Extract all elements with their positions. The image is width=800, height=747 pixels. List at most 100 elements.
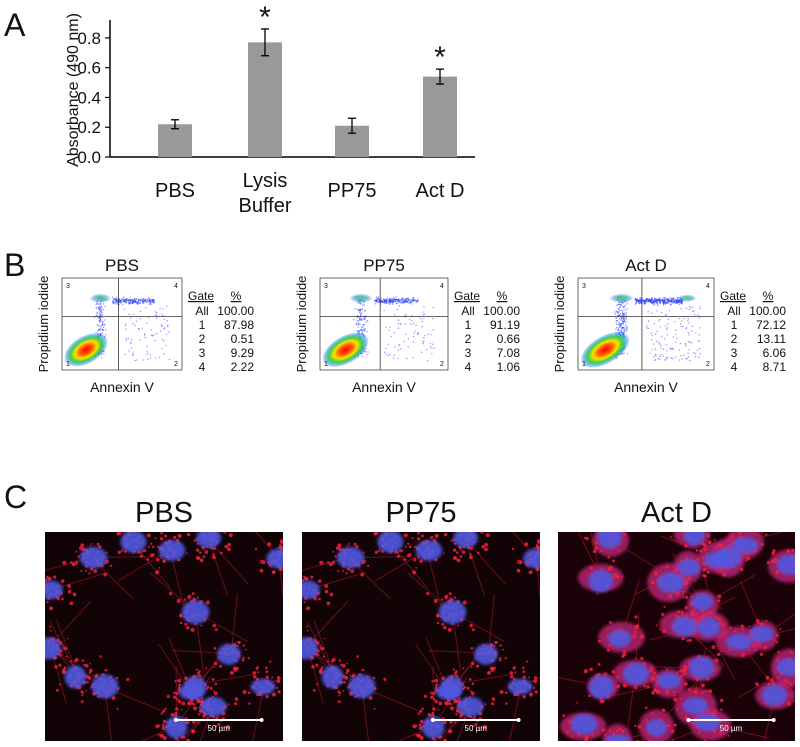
event <box>392 297 395 299</box>
event <box>654 303 656 305</box>
event <box>124 325 127 327</box>
mitochondria <box>492 666 496 670</box>
table-cell: 1 <box>465 318 472 332</box>
event <box>366 330 368 333</box>
event <box>617 327 620 329</box>
event <box>397 301 400 304</box>
event <box>654 333 657 335</box>
mitochondria <box>433 598 438 603</box>
mitochondria <box>195 548 200 552</box>
mitochondria <box>45 654 46 658</box>
mitochondria <box>528 692 534 697</box>
event <box>105 328 107 331</box>
event <box>132 302 134 304</box>
event <box>139 339 141 341</box>
event <box>615 328 617 331</box>
event <box>622 306 624 308</box>
event <box>130 338 133 341</box>
event <box>120 302 123 304</box>
event <box>132 299 134 302</box>
event <box>364 309 367 312</box>
event <box>698 317 701 319</box>
mitochondria <box>484 703 487 706</box>
filament <box>521 677 540 686</box>
mitochondria <box>312 688 316 692</box>
mitochondria <box>227 703 230 706</box>
bar <box>423 76 457 157</box>
event <box>647 311 649 313</box>
event <box>666 350 668 352</box>
event <box>374 299 376 302</box>
event <box>147 317 150 319</box>
event <box>165 333 168 336</box>
mitochondria <box>342 689 345 692</box>
mitochondria <box>49 629 52 632</box>
event <box>678 359 681 361</box>
mitochondria <box>186 625 190 630</box>
event <box>146 353 148 355</box>
event <box>618 303 620 306</box>
event <box>95 315 97 317</box>
event <box>654 298 656 301</box>
event <box>659 326 662 328</box>
event <box>357 308 359 310</box>
event <box>423 336 425 339</box>
mitochondria <box>39 586 42 589</box>
density-plot <box>64 293 171 367</box>
mitochondria <box>75 560 79 564</box>
mitochondria <box>502 648 505 651</box>
filament <box>610 539 663 572</box>
mitochondria <box>186 532 191 537</box>
quadrant-label: 3 <box>324 283 328 290</box>
mitochondria <box>469 623 473 628</box>
event <box>142 300 144 302</box>
event <box>646 324 648 327</box>
mitochondria <box>254 547 258 551</box>
event <box>388 329 390 331</box>
event <box>659 299 661 301</box>
event <box>615 323 618 325</box>
mitochondria <box>36 642 39 645</box>
event <box>623 352 625 354</box>
nucleus <box>440 675 464 699</box>
event <box>125 299 128 302</box>
mitochondria <box>179 621 183 625</box>
mitochondria <box>212 623 216 628</box>
mitochondria <box>601 728 606 732</box>
mitochondria <box>659 569 662 573</box>
mitochondria <box>296 585 299 588</box>
mitochondria <box>291 627 294 630</box>
event <box>639 302 641 304</box>
mitochondria <box>174 679 177 683</box>
event <box>654 348 657 350</box>
mitochondria <box>620 741 624 745</box>
table-cell: 72.12 <box>756 318 786 332</box>
event <box>383 302 386 304</box>
quadrant-label: 2 <box>174 361 178 368</box>
event <box>359 329 361 332</box>
event <box>646 298 649 300</box>
scale-bar-label: 50 µm <box>208 724 231 733</box>
table-header: % <box>497 289 508 303</box>
mitochondria <box>191 592 195 596</box>
event <box>660 347 662 349</box>
event <box>125 328 127 330</box>
mitochondria <box>426 591 430 596</box>
event <box>660 354 662 356</box>
event <box>366 320 368 322</box>
event <box>394 299 396 301</box>
event <box>426 348 428 351</box>
mitochondria <box>413 557 417 562</box>
event <box>154 357 157 359</box>
mitochondria <box>275 686 279 689</box>
mitochondria <box>84 663 89 668</box>
event <box>390 301 392 304</box>
event <box>363 310 366 313</box>
event <box>660 311 663 314</box>
filament <box>49 601 91 647</box>
mitochondria <box>39 580 42 583</box>
event <box>136 302 138 305</box>
mitochondria <box>319 560 324 565</box>
quadrant-label: 4 <box>706 283 710 290</box>
event <box>102 308 105 311</box>
